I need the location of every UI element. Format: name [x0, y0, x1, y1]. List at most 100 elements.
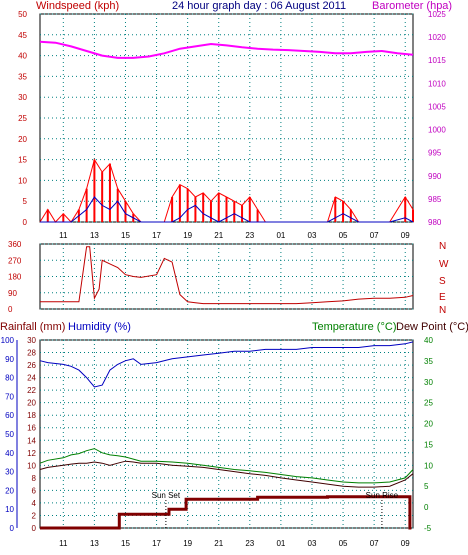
rainfall-y-tick-label: 16: [27, 424, 36, 433]
x-tick-label: 13: [90, 539, 99, 548]
temperature-y-tick-label: 20: [424, 420, 433, 429]
humidity-y-tick-label: 30: [5, 468, 14, 477]
temperature-y-tick-label: 15: [424, 440, 433, 449]
temperature-y-tick-label: 0: [424, 503, 429, 512]
barometer-y-tick-label: 995: [428, 149, 442, 158]
barometer-y-tick-label: 1010: [428, 79, 446, 88]
temp-humidity-series: Sun Set Sun Rise: [39, 341, 414, 530]
x-tick-label: 01: [276, 539, 285, 548]
temperature-y-tick-label: 30: [424, 378, 433, 387]
x-tick-label: 01: [276, 231, 285, 240]
humidity-y-tick-label: 20: [5, 486, 14, 495]
wind-barometer-series: [39, 40, 414, 223]
rainfall-y-tick-label: 30: [27, 336, 36, 345]
wind-y-tick-label: 20: [18, 135, 27, 144]
rainfall-y-tick-label: 26: [27, 361, 36, 370]
barometer-y-tick-label: 1015: [428, 56, 446, 65]
barometer-y-tick-label: 990: [428, 172, 442, 181]
rainfall-y-tick-label: 24: [27, 374, 36, 383]
temperature-y-tick-label: 5: [424, 482, 429, 491]
barometer-line: [39, 40, 414, 59]
humidity-axis-label: Humidity (%): [68, 321, 131, 333]
x-tick-label: 17: [152, 539, 161, 548]
chart-title: 24 hour graph day : 06 August 2011: [172, 0, 346, 12]
temperature-y-tick-label: 35: [424, 357, 433, 366]
x-tick-label: 15: [121, 231, 130, 240]
rainfall-y-tick-label: 6: [32, 486, 37, 495]
wind-y-tick-label: 50: [18, 10, 27, 19]
x-tick-label: 17: [152, 231, 161, 240]
windspeed-axis-label: Windspeed (kph): [36, 0, 119, 12]
rainfall-y-tick-label: 0: [32, 524, 37, 533]
humidity-y-tick-label: 0: [10, 524, 15, 533]
wind-y-tick-label: 35: [18, 72, 27, 81]
rainfall-y-tick-label: 8: [32, 474, 37, 483]
x-tick-label: 21: [214, 539, 223, 548]
rainfall-y-tick-label: 28: [27, 349, 36, 358]
temperature-y-tick-label: -5: [424, 524, 432, 533]
humidity-y-tick-label: 90: [5, 355, 14, 364]
x-tick-label: 11: [59, 539, 68, 548]
wind-y-tick-label: 5: [23, 197, 28, 206]
temperature-y-tick-label: 10: [424, 461, 433, 470]
wind-y-tick-label: 30: [18, 93, 27, 102]
temp-plot-frame: [39, 339, 414, 529]
x-tick-label: 15: [121, 539, 130, 548]
humidity-y-tick-label: 60: [5, 411, 14, 420]
rainfall-y-tick-label: 12: [27, 449, 36, 458]
rainfall-y-tick-label: 14: [27, 436, 36, 445]
x-tick-label: 23: [245, 539, 254, 548]
wind-y-tick-label: 40: [18, 52, 27, 61]
barometer-axis-label: Barometer (hpa): [372, 0, 452, 12]
rainfall-y-tick-label: 4: [32, 499, 37, 508]
x-tick-label: 19: [183, 539, 192, 548]
direction-y-tick-label: 90: [8, 289, 17, 298]
direction-y-tick-label: 0: [8, 305, 13, 314]
compass-label: S: [439, 276, 446, 287]
wind-speed-line: [40, 196, 414, 223]
x-tick-label: 05: [339, 539, 348, 548]
rainfall-y-tick-label: 2: [32, 511, 37, 520]
wind-gust-line: [39, 158, 414, 223]
wind-y-tick-label: 25: [18, 114, 27, 123]
sunrise-annotation: Sun Rise: [366, 491, 399, 500]
temperature-y-tick-label: 25: [424, 399, 433, 408]
sunset-annotation: Sun Set: [152, 491, 181, 500]
direction-y-tick-label: 180: [8, 273, 22, 282]
direction-y-tick-label: 270: [8, 256, 22, 265]
x-tick-label: 03: [308, 539, 317, 548]
x-tick-label: 09: [401, 231, 410, 240]
dewpoint-axis-label: Dew Point (°C): [396, 321, 468, 333]
barometer-y-tick-label: 1005: [428, 102, 446, 111]
wind-y-tick-label: 10: [18, 176, 27, 185]
temperature-line: [39, 448, 414, 484]
compass-label: N: [439, 241, 446, 252]
wind-y-tick-label: 0: [23, 218, 28, 227]
x-tick-label: 11: [59, 231, 68, 240]
x-tick-label: 09: [401, 539, 410, 548]
barometer-y-tick-label: 985: [428, 195, 442, 204]
x-tick-label: 13: [90, 231, 99, 240]
wind-y-tick-label: 15: [18, 156, 27, 165]
x-tick-label: 21: [214, 231, 223, 240]
direction-y-tick-label: 360: [8, 240, 22, 249]
humidity-y-tick-label: 80: [5, 374, 14, 383]
humidity-line: [39, 341, 414, 388]
humidity-y-tick-label: 70: [5, 392, 14, 401]
x-tick-label: 03: [308, 231, 317, 240]
temperature-axis-label: Temperature (°C): [312, 321, 396, 333]
barometer-y-tick-label: 1020: [428, 33, 446, 42]
barometer-y-tick-label: 1025: [428, 10, 446, 19]
temperature-y-tick-label: 40: [424, 336, 433, 345]
wind-plot-gridlines: [40, 13, 413, 223]
humidity-y-tick-label: 50: [5, 430, 14, 439]
rainfall-axis-label: Rainfall (mm): [0, 321, 65, 333]
wind-direction-line: [40, 246, 414, 305]
compass-label: E: [439, 292, 446, 303]
axis-ticks: 0510152025303540455098098599099510001005…: [1, 10, 449, 548]
dewpoint-line: [39, 460, 414, 488]
humidity-y-tick-label: 40: [5, 449, 14, 458]
compass-label: W: [439, 259, 449, 270]
